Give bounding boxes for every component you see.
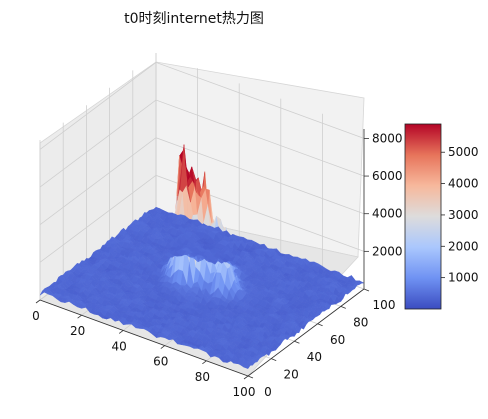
x-axis-ticks: 0 20 40 60 80 100 (32, 299, 256, 399)
y-axis-line (247, 288, 365, 377)
x-tick-mark (77, 314, 82, 319)
chart-title: t0时刻internet热力图 (124, 11, 264, 27)
colorbar-ticks: 1000 2000 3000 4000 5000 (441, 145, 479, 285)
grid-line (39, 174, 365, 263)
y-tick-mark (247, 375, 254, 379)
x-tick-mark (35, 299, 41, 304)
z-axis-ticks: 2000 4000 6000 8000 (364, 131, 403, 258)
x-tick-mark (160, 345, 166, 349)
colorbar-tick-label: 3000 (448, 208, 479, 222)
x-tick-label: 40 (112, 339, 127, 353)
colorbar-tick-label: 5000 (448, 145, 479, 159)
z-tick-label: 4000 (372, 207, 403, 221)
colorbar-tick-label: 4000 (448, 177, 479, 191)
z-tick-label: 6000 (372, 169, 403, 183)
z-tick-label: 8000 (372, 131, 403, 145)
y-tick-mark (271, 358, 277, 361)
grid-line (39, 137, 365, 226)
y-tick-label: 40 (307, 350, 322, 364)
x-tick-label: 20 (70, 324, 85, 338)
y-tick-label: 100 (373, 298, 396, 312)
colorbar (404, 123, 442, 310)
x-tick-mark (202, 360, 207, 365)
axis-lines (39, 129, 365, 377)
grid-line (39, 61, 365, 150)
x-tick-label: 0 (32, 309, 40, 323)
y-axis-ticks: 0 20 40 60 80 100 (247, 288, 396, 399)
colorbar-tick-label: 1000 (448, 271, 479, 285)
colorbar-tick-label: 2000 (448, 239, 479, 253)
x-tick-label: 60 (153, 355, 168, 369)
y-tick-mark (294, 340, 300, 344)
y-tick-label: 0 (264, 385, 272, 399)
x-tick-mark (243, 375, 249, 380)
y-tick-mark (340, 306, 346, 309)
y-tick-mark (317, 323, 323, 327)
grid-line (39, 99, 365, 188)
y-tick-label: 60 (330, 333, 345, 347)
x-axis-line (39, 299, 249, 377)
surface-plot (39, 144, 365, 369)
z-tick-label: 2000 (372, 244, 403, 258)
x-tick-label: 100 (233, 385, 256, 399)
y-tick-label: 20 (284, 368, 299, 382)
x-tick-mark (118, 330, 124, 334)
y-tick-label: 80 (353, 315, 368, 329)
x-tick-label: 80 (195, 370, 210, 384)
y-tick-mark (363, 288, 370, 292)
surface-facet (39, 290, 47, 296)
